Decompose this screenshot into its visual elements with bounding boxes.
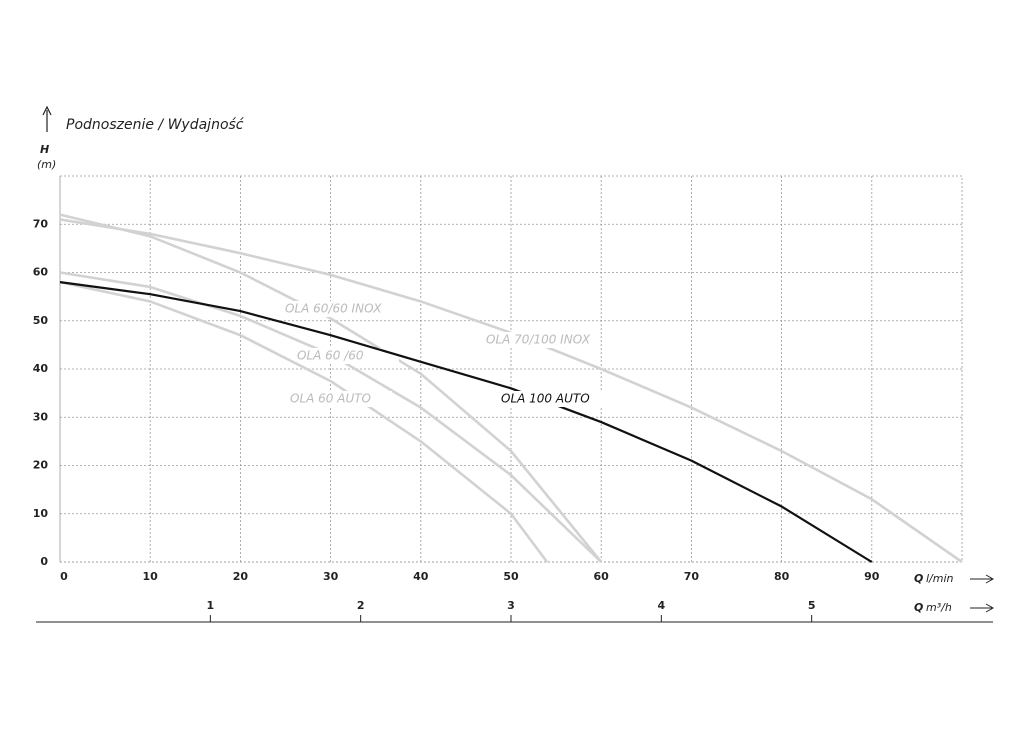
series-label: OLA 60 /60	[297, 349, 364, 363]
x-tick-label: 90	[864, 570, 880, 583]
y-unit: (m)	[37, 158, 56, 171]
x2-tick-label: 1	[207, 599, 215, 612]
x-tick-label: 70	[684, 570, 700, 583]
label-bg	[499, 391, 603, 407]
x-tick-label: 0	[60, 570, 68, 583]
x2-unit: m³/h	[926, 601, 952, 614]
x2-tick-label: 2	[357, 599, 365, 612]
series-line	[59, 281, 873, 563]
label-bg	[295, 348, 399, 364]
y-tick-label: 0	[40, 555, 48, 568]
x-tick-label: 50	[503, 570, 519, 583]
x2-arrow-head	[985, 603, 995, 613]
x-arrow-head	[985, 574, 995, 584]
y-label: H	[40, 143, 49, 156]
series-line	[59, 213, 603, 563]
chart-title: Podnoszenie / Wydajność	[66, 117, 245, 133]
x-tick-label: 40	[413, 570, 429, 583]
x2-tick-label: 5	[808, 599, 816, 612]
label-bg	[283, 301, 387, 317]
y-tick-label: 20	[33, 459, 49, 472]
y-tick-label: 50	[33, 314, 49, 327]
x2-label: Q	[914, 601, 923, 614]
y-tick-label: 40	[33, 362, 49, 375]
series-line	[59, 280, 549, 563]
x-tick-label: 10	[143, 570, 159, 583]
y-tick-label: 30	[33, 410, 49, 423]
x-tick-label: 30	[323, 570, 339, 583]
y-arrow-head	[42, 105, 52, 116]
x2-tick-label: 4	[658, 599, 666, 612]
x-tick-label: 20	[233, 570, 249, 583]
x-label: Q	[914, 572, 923, 585]
x2-tick-label: 3	[507, 599, 515, 612]
y-tick-label: 70	[33, 217, 49, 230]
series-label: OLA 60/60 INOX	[285, 302, 382, 316]
label-bg	[484, 332, 588, 348]
series-label: OLA 70/100 INOX	[486, 333, 591, 347]
x-tick-label: 80	[774, 570, 790, 583]
y-tick-label: 60	[33, 266, 49, 279]
series-label: OLA 100 AUTO	[501, 392, 590, 406]
label-bg	[288, 391, 392, 407]
series-label: OLA 60 AUTO	[290, 392, 371, 406]
x-unit: l/min	[926, 572, 954, 585]
x-tick-label: 60	[594, 570, 610, 583]
y-tick-label: 10	[33, 507, 49, 520]
